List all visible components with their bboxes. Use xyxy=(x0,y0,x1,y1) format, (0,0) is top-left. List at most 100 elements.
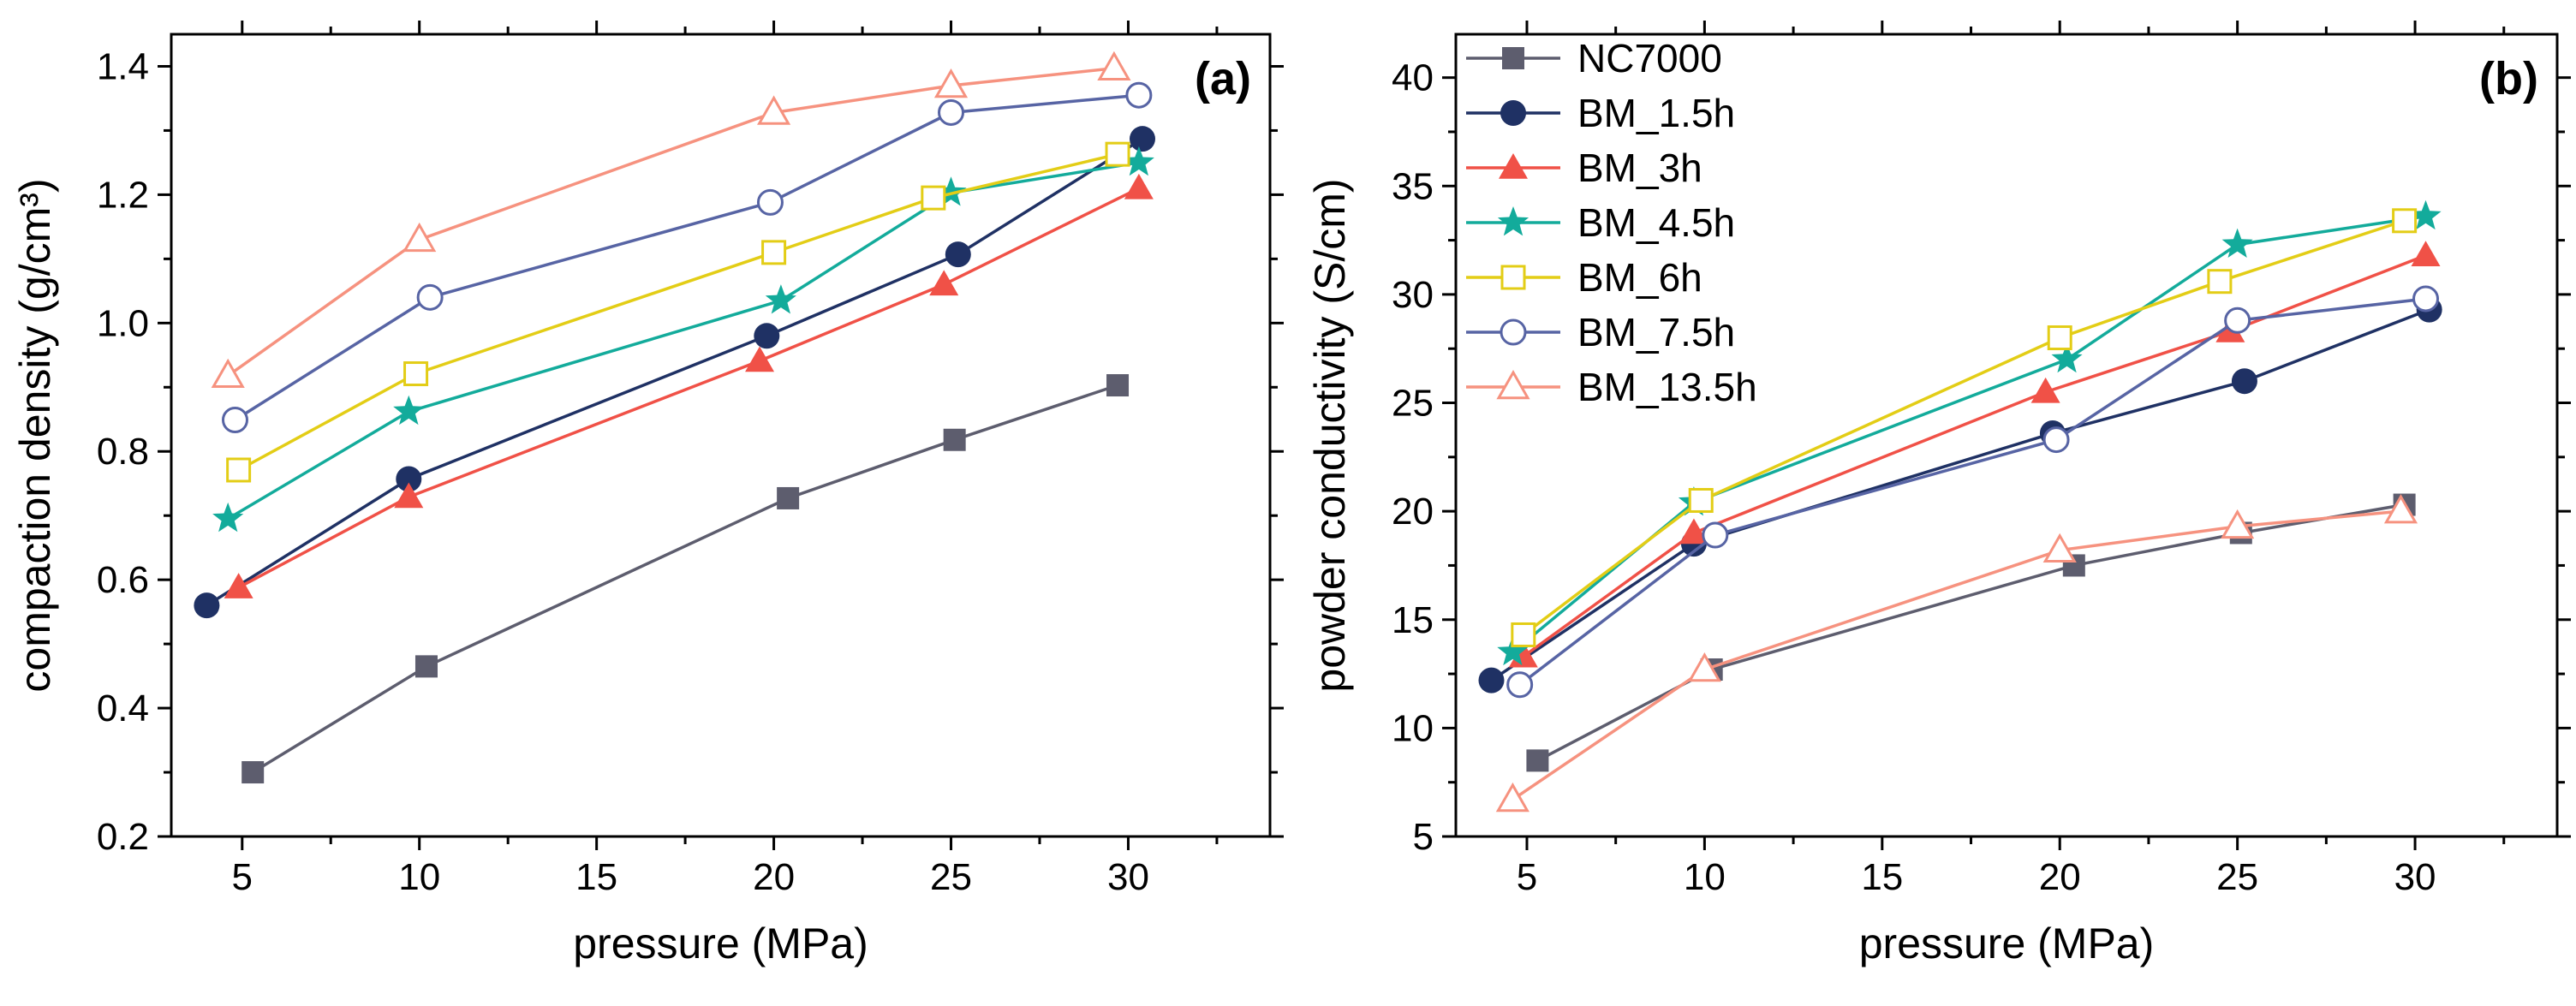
panel-b-data-point xyxy=(1506,671,1534,699)
panel-a-data-point xyxy=(194,592,220,619)
panel-b-series-line xyxy=(1512,509,2401,801)
panel-a-y-tick-label: 0.4 xyxy=(97,688,149,729)
panel-b-data-point xyxy=(1688,487,1714,513)
panel-b-y-tick-label: 10 xyxy=(1392,707,1434,749)
panel-b-y-tick-label: 40 xyxy=(1392,57,1434,99)
panel-a-series-nc7000 xyxy=(242,374,1130,784)
panel-b-data-point xyxy=(1511,622,1536,647)
panel-b-data-point xyxy=(1702,521,1729,549)
panel-b-x-tick-label: 15 xyxy=(1861,856,1903,898)
panel-a-data-point xyxy=(393,395,425,426)
panel-a-data-point xyxy=(394,482,424,509)
panel-b-series-line xyxy=(1536,503,2405,762)
legend-marker xyxy=(1500,100,1526,126)
panel-a-data-point xyxy=(745,346,775,372)
panel-a-x-tick-label: 5 xyxy=(232,856,253,898)
panel-a-y-axis-title: compaction density (g/cm³) xyxy=(11,178,59,692)
panel-b-series-line xyxy=(1518,297,2426,687)
panel-b-data-point xyxy=(1495,782,1530,813)
panel-b-y-tick-label: 20 xyxy=(1392,491,1434,533)
panel-a-y-tick-label: 0.6 xyxy=(97,559,149,601)
panel-b-legend: NC7000 BM_1.5h BM_3h BM_4.5h BM_6h BM_7.5h BM_… xyxy=(1466,36,1757,409)
panel-a-data-point xyxy=(226,457,252,483)
panel-a-data-point xyxy=(1124,173,1154,199)
panel-b-data-point xyxy=(2042,533,2077,563)
panel-b-data-point xyxy=(2411,241,2441,267)
panel-b-y-tick-label: 35 xyxy=(1392,165,1434,207)
panel-a-data-point xyxy=(765,284,796,314)
panel-a-data-point xyxy=(777,486,800,509)
legend-item: BM_6h xyxy=(1466,255,1702,300)
panel-b-data-point xyxy=(2392,208,2418,234)
panel-a-data-point xyxy=(756,95,791,125)
panel-b-data-point xyxy=(2221,509,2255,539)
panel-b-x-tick-label: 25 xyxy=(2216,856,2258,898)
panel-b-x-axis-title: pressure (MPa) xyxy=(1859,920,2155,967)
panel-a-x-tick-label: 15 xyxy=(575,856,617,898)
panel-b-data-point xyxy=(2221,228,2253,258)
panel-b-y-tick-label: 30 xyxy=(1392,274,1434,316)
panel-a-data-point xyxy=(402,222,437,253)
panel-a-y-tick-label: 1.4 xyxy=(97,45,149,87)
panel-a-data-point xyxy=(1105,141,1130,167)
legend-marker xyxy=(1502,47,1524,69)
legend-label: BM_1.5h xyxy=(1577,91,1735,135)
panel-a-data-point xyxy=(1123,146,1154,176)
panel-a-y-tick-label: 0.2 xyxy=(97,816,149,858)
panel-a-data-point xyxy=(221,407,248,434)
panel-b-data-point xyxy=(1497,635,1529,666)
panel-a-x-axis-title: pressure (MPa) xyxy=(573,920,868,967)
panel-a-x-tick-label: 20 xyxy=(753,856,795,898)
panel-a-series-bm-4-5h xyxy=(212,146,1154,533)
legend-label: NC7000 xyxy=(1577,36,1722,80)
panel-b-data-point xyxy=(1478,667,1505,693)
panel-a-data-point xyxy=(396,466,422,492)
panel-a-data-point xyxy=(929,270,959,296)
panel-a-data-point xyxy=(1106,374,1130,397)
panel-b-data-point xyxy=(2030,377,2060,403)
panel-a-data-point xyxy=(416,283,444,311)
panel-a-panel-label: (a) xyxy=(1195,53,1251,104)
panel-a-data-point xyxy=(242,761,265,784)
legend-item: BM_13.5h xyxy=(1466,365,1757,409)
panel-b-data-point xyxy=(1679,518,1708,545)
panel-a-data-point xyxy=(224,573,253,598)
panel-a-data-point xyxy=(943,428,966,451)
panel-b-y-tick-label: 25 xyxy=(1392,383,1434,425)
panel-a-x-tick-label: 25 xyxy=(930,856,972,898)
panel-b-plot-frame xyxy=(1454,33,2559,838)
panel-a-series-bm-13-5h xyxy=(211,51,1131,389)
panel-a-data-point xyxy=(403,361,429,387)
panel-a-data-point xyxy=(1130,126,1156,152)
panel-a-data-point xyxy=(1125,81,1153,109)
panel-b-x-tick-label: 20 xyxy=(2039,856,2081,898)
legend-marker xyxy=(1499,153,1528,179)
panel-a-x-tick-label: 10 xyxy=(398,856,440,898)
panel-b-data-point xyxy=(2224,307,2251,334)
legend-label: BM_3h xyxy=(1577,146,1702,190)
legend-item: BM_7.5h xyxy=(1466,310,1735,354)
panel-a-plot-frame xyxy=(170,33,1272,838)
panel-a-data-point xyxy=(935,176,967,206)
panel-b-data-point xyxy=(2412,285,2440,313)
panel-b-series-bm-13-5h xyxy=(1495,494,2418,813)
panel-a-series-bm-6h xyxy=(226,141,1130,483)
legend-item: BM_1.5h xyxy=(1466,91,1735,135)
panel-a-series-line xyxy=(206,137,1143,607)
panel-a-series-bm-3h xyxy=(224,173,1154,598)
legend-marker xyxy=(1496,369,1530,400)
panel-a-data-point xyxy=(1097,51,1131,80)
panel-b-data-point xyxy=(1526,749,1549,772)
panel-a-y-tick-label: 0.8 xyxy=(97,431,149,473)
panel-b-data-point xyxy=(2410,199,2442,230)
panel-a-data-point xyxy=(754,323,780,349)
panel-a-series-bm-1-5h xyxy=(194,126,1156,619)
panel-b-data-point xyxy=(2042,426,2070,454)
panel-b-series-bm-1-5h xyxy=(1478,296,2442,693)
panel-b-data-point xyxy=(1687,652,1721,682)
panel-b-chart: 5 10 15 20 25 30 5 10 15 20 25 30 35 40 pressure (MPa)… xyxy=(1306,21,2571,967)
panel-a-data-point xyxy=(414,655,438,678)
panel-b-x-tick-label: 10 xyxy=(1684,856,1726,898)
panel-a-data-point xyxy=(212,502,244,533)
panel-a-series-line xyxy=(237,152,1118,472)
